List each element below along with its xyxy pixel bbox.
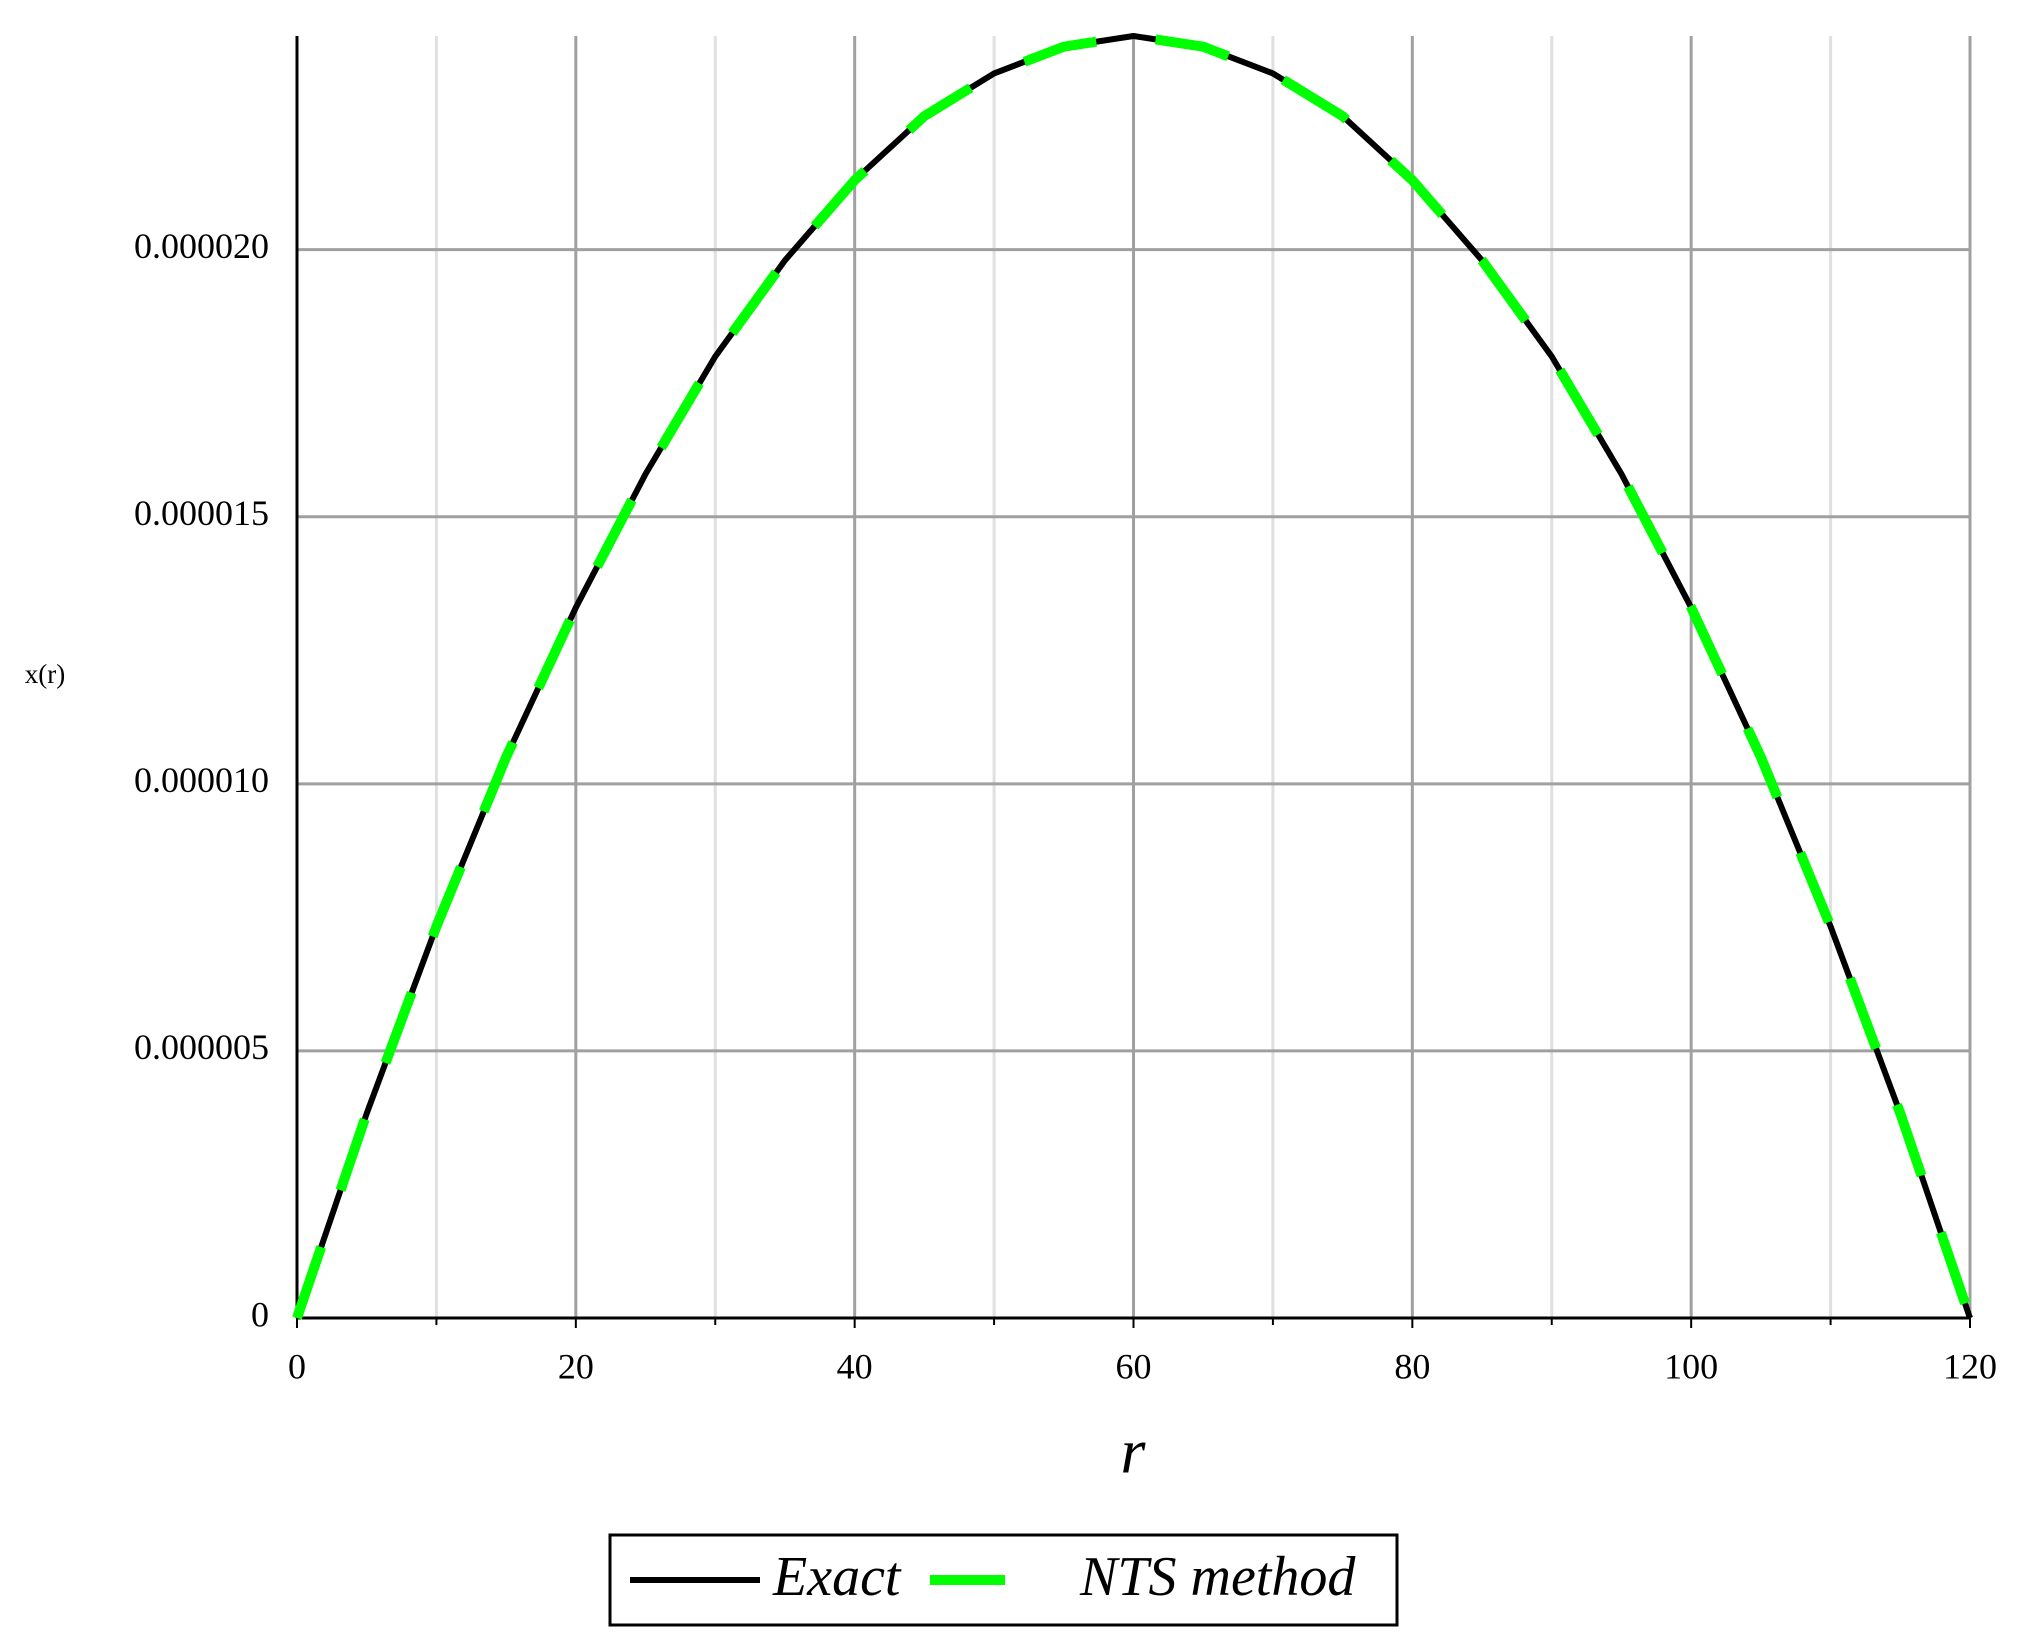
data-line (292, 31, 1975, 1320)
x-tick-label: 0 (288, 1346, 306, 1386)
x-tick-label: 60 (1116, 1346, 1152, 1386)
legend-label: Exact (772, 1546, 902, 1608)
y-tick-label: 0.000015 (134, 493, 269, 533)
legend-label: NTS method (1079, 1546, 1356, 1608)
y-axis-label: x(r) (25, 659, 65, 689)
x-tick-label: 120 (1943, 1346, 1997, 1386)
y-tick-label: 0.000005 (134, 1027, 269, 1067)
y-tick-label: 0 (251, 1294, 269, 1334)
y-tick-label: 0.000010 (134, 760, 269, 800)
x-tick-label: 100 (1664, 1346, 1718, 1386)
y-tick-label: 0.000020 (134, 226, 269, 266)
x-tick-label: 80 (1394, 1346, 1430, 1386)
x-tick-label: 40 (837, 1346, 873, 1386)
x-tick-label: 20 (558, 1346, 594, 1386)
x-axis-label: r (1121, 1416, 1147, 1487)
